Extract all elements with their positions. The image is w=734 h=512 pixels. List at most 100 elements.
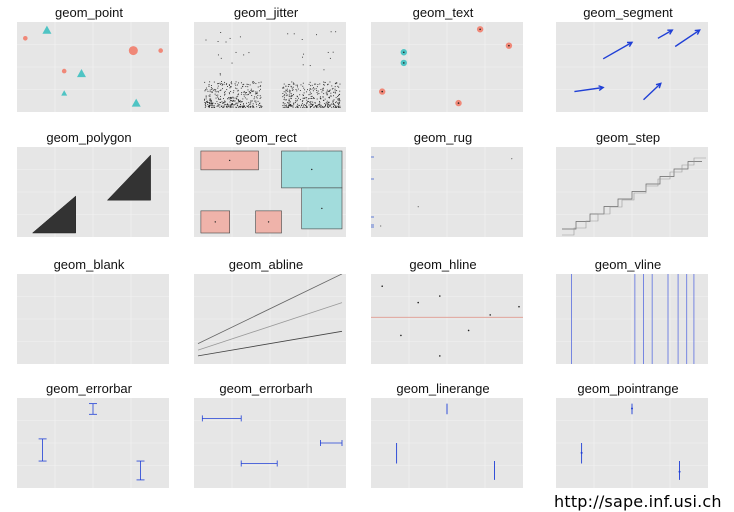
jitter-point [223,106,225,108]
jitter-point [302,64,304,66]
jitter-point [284,106,286,108]
jitter-point [246,98,248,100]
jitter-point [259,86,261,87]
point-mark [131,98,141,107]
jitter-point [302,106,304,108]
jitter-point [256,106,258,108]
abline [197,274,343,344]
plot-area [371,274,523,364]
jitter-point [310,96,312,98]
panel-title: geom_point [55,5,123,20]
jitter-point [309,98,311,99]
jitter-point [208,83,210,85]
jitter-point [209,94,211,96]
jitter-point [296,99,298,101]
jitter-point [215,89,217,91]
jitter-point [315,106,317,108]
panel-title: geom_errorbarh [219,381,313,396]
jitter-point [229,106,231,108]
jitter-point [215,97,217,99]
hline-point [381,285,383,287]
jitter-point [228,97,230,98]
jitter-point [255,102,257,104]
jitter-point [249,105,251,107]
jitter-point [314,102,316,104]
jitter-point [303,104,305,106]
jitter-point [227,106,229,108]
jitter-point [339,106,341,108]
jitter-point [211,91,213,93]
jitter-point [228,106,230,108]
jitter-point [250,92,252,94]
jitter-point [306,106,308,108]
jitter-point [290,105,291,107]
jitter-point [328,90,330,92]
jitter-point [219,73,221,75]
jitter-point [282,87,284,89]
jitter-point [223,83,225,85]
jitter-point [235,84,237,86]
jitter-point [305,97,307,99]
panel-title: geom_hline [409,257,477,272]
plot-area [194,22,346,112]
jitter-point [303,95,304,96]
jitter-point [290,85,292,87]
jitter-point [260,105,262,107]
rug-point [511,158,513,160]
panel-geom-rect: geom_rect [181,130,351,239]
segment-arrowhead [655,82,662,89]
jitter-point [234,97,236,99]
jitter-point [247,89,249,91]
jitter-point [252,105,254,107]
jitter-point [219,101,221,103]
jitter-point [334,105,336,106]
jitter-point [327,83,329,85]
jitter-point [285,106,287,108]
jitter-point [293,83,295,85]
jitter-point [327,84,328,86]
jitter-point [316,90,318,91]
jitter-point [338,97,340,99]
jitter-point [284,106,286,108]
jitter-point [224,93,226,95]
jitter-point [208,95,210,97]
jitter-point [327,106,329,108]
jitter-point [338,106,339,108]
jitter-point [338,102,340,104]
point-mark [61,68,67,74]
jitter-point [231,83,233,85]
jitter-point [230,90,232,92]
jitter-point [239,106,241,108]
jitter-point [295,84,297,86]
abline [197,302,343,351]
jitter-point [308,83,310,85]
jitter-point [250,100,252,102]
jitter-point [206,89,208,91]
jitter-point [238,99,239,101]
jitter-point [255,96,257,98]
jitter-point [247,94,249,96]
jitter-point [228,84,230,86]
panel-geom-step: geom_step [543,130,713,239]
jitter-point [285,91,287,93]
jitter-point [238,101,240,103]
jitter-point [229,104,231,106]
jitter-point [205,96,207,98]
jitter-point [260,106,262,108]
jitter-point [325,105,327,107]
jitter-point [218,104,220,106]
jitter-point [217,41,219,42]
jitter-point [328,101,330,103]
jitter-point [233,100,235,102]
jitter-point [217,54,219,56]
panel-geom-abline: geom_abline [181,257,351,366]
jitter-point [236,106,238,108]
jitter-point [303,87,305,89]
jitter-point [311,103,313,105]
plot-area [17,22,169,112]
jitter-point [249,92,251,94]
jitter-point [312,104,314,106]
jitter-point [335,102,337,104]
jitter-point [297,84,298,86]
chart-svg [194,274,346,364]
